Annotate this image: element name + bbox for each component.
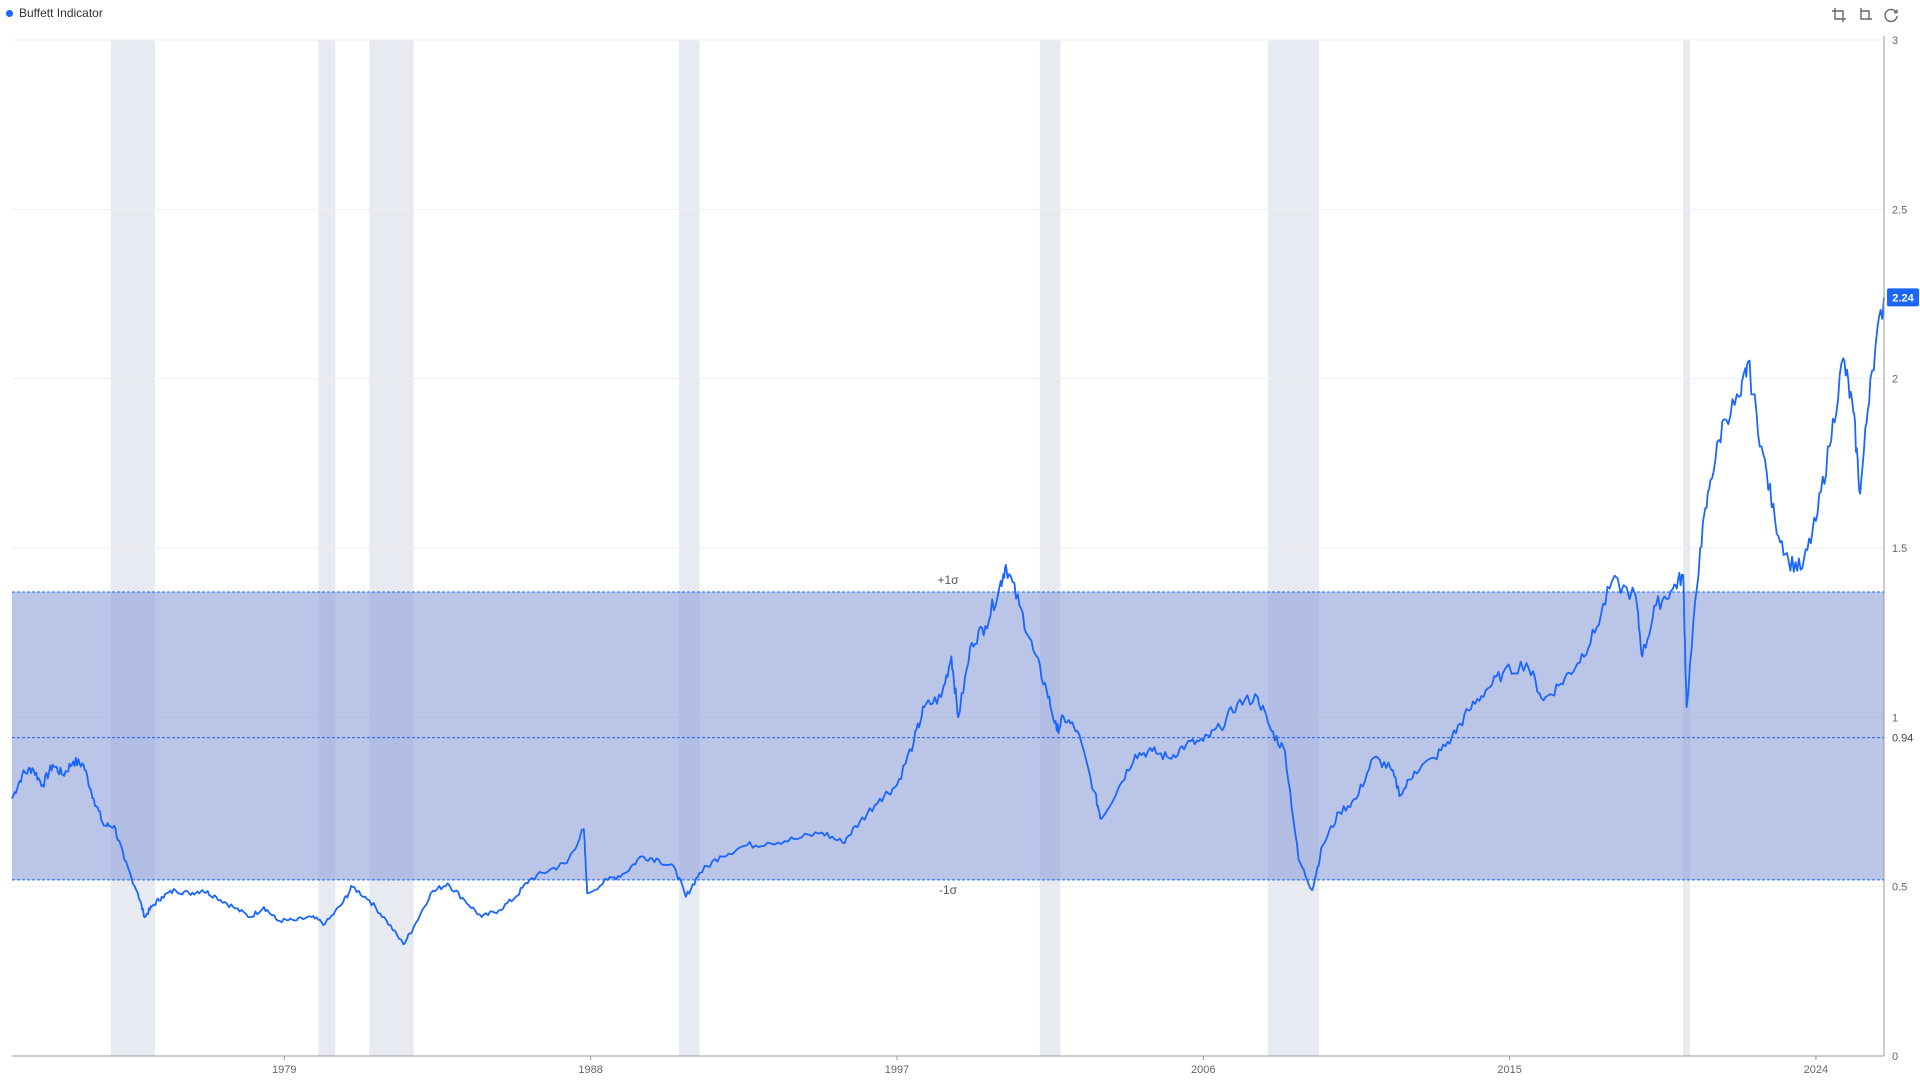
crop-zoom-icon <box>1832 8 1846 22</box>
y-tick-label: 1 <box>1892 712 1898 724</box>
mean-value-label: 0.94 <box>1892 733 1913 745</box>
y-tick-label: 0.5 <box>1892 882 1907 894</box>
chart-toolbar <box>1830 6 1900 24</box>
series-line-buffett-indicator <box>11 297 1885 946</box>
zoom-button[interactable] <box>1830 6 1848 24</box>
x-tick-label: 1979 <box>272 1064 296 1076</box>
refresh-icon <box>1884 8 1898 23</box>
series-group <box>11 297 1885 946</box>
legend[interactable]: Buffett Indicator <box>6 6 103 20</box>
grid-lines <box>12 39 1884 1057</box>
refresh-button[interactable] <box>1882 6 1900 24</box>
axes: 0 0.5 1 1.5 2 2.5 3 0.94 1979 1988 1997 2006 2015 202… <box>12 35 1919 1076</box>
last-value-badge: 2.24 <box>1887 288 1919 307</box>
std-band: +1σ -1σ <box>12 573 1884 897</box>
upper-band-label: +1σ <box>937 573 959 587</box>
y-tick-label: 1.5 <box>1892 543 1907 555</box>
y-tick-label: 0 <box>1892 1051 1898 1063</box>
std-band-fill <box>12 592 1884 880</box>
crop-reset-icon <box>1860 8 1872 20</box>
x-tick-label: 2015 <box>1497 1064 1521 1076</box>
legend-dot-icon <box>6 9 13 17</box>
zoom-reset-button[interactable] <box>1856 6 1874 24</box>
x-tick-label: 2006 <box>1191 1064 1215 1076</box>
last-value-badge-text: 2.24 <box>1892 292 1914 304</box>
x-tick-label: 1988 <box>578 1064 602 1076</box>
y-tick-label: 2.5 <box>1892 204 1907 216</box>
y-tick-label: 3 <box>1892 35 1898 47</box>
y-tick-label: 2 <box>1892 374 1898 386</box>
x-tick-label: 2024 <box>1804 1064 1828 1076</box>
legend-label: Buffett Indicator <box>19 6 103 20</box>
lower-band-label: -1σ <box>939 883 958 897</box>
x-tick-label: 1997 <box>885 1064 909 1076</box>
last-value-badge-bg <box>1887 288 1919 307</box>
